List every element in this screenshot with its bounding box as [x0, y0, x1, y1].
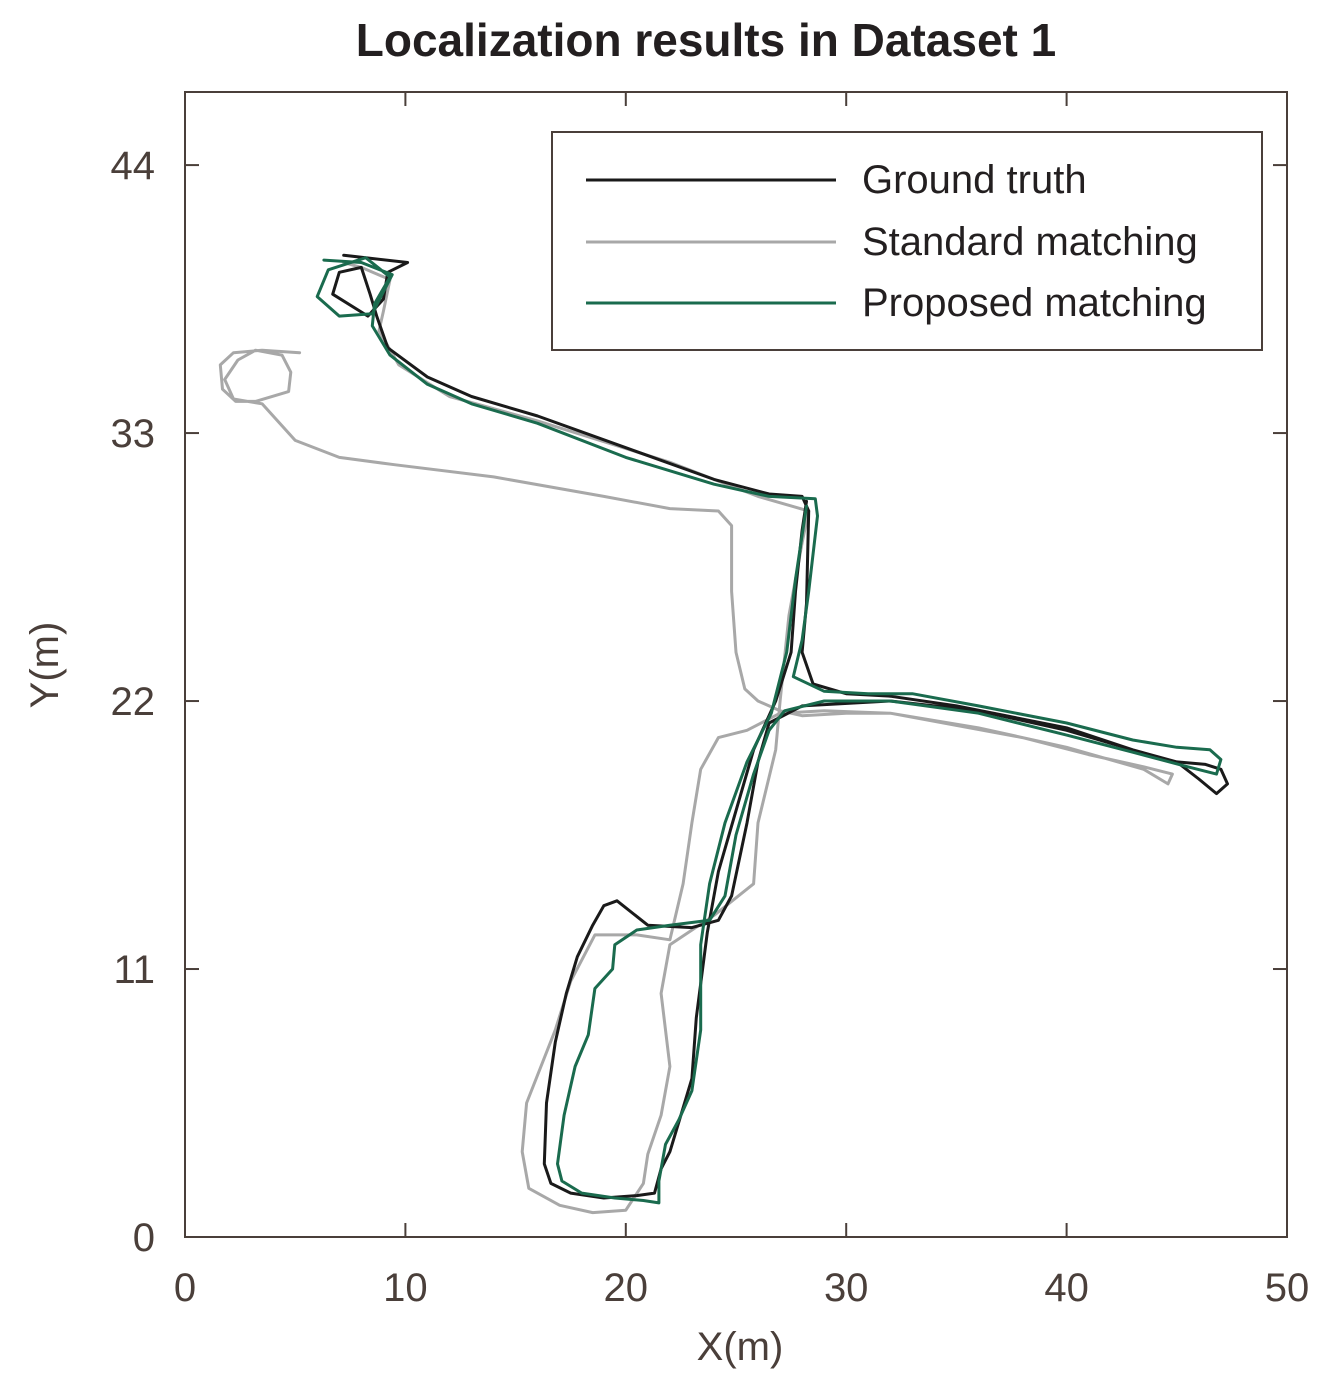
- legend-label-standard-matching: Standard matching: [862, 220, 1198, 264]
- series-line-ground-truth: [331, 253, 1229, 1200]
- series-line-proposed-matching: [315, 256, 1223, 1205]
- x-tick-label: 10: [383, 1266, 428, 1310]
- x-axis-ticks: 0 10 20 30 40 50: [174, 92, 1309, 1310]
- y-tick-label: 33: [111, 412, 156, 456]
- y-tick-label: 22: [111, 680, 156, 724]
- x-tick-label: 40: [1044, 1266, 1089, 1310]
- y-tick-label: 44: [111, 144, 156, 188]
- plot-area-frame: [184, 91, 1288, 1238]
- x-axis-label: X(m): [697, 1325, 784, 1369]
- y-tick-label: 0: [133, 1216, 155, 1260]
- legend-label-ground-truth: Ground truth: [862, 158, 1087, 202]
- y-tick-label: 11: [113, 948, 155, 992]
- x-tick-label: 50: [1265, 1266, 1310, 1310]
- legend: Ground truth Standard matching Proposed …: [551, 131, 1263, 351]
- y-axis-ticks: 0 11 22 33 44: [111, 144, 1287, 1260]
- y-axis-label: Y(m): [23, 622, 67, 709]
- series-line-standard-matching: [218, 261, 1174, 1215]
- series-layer: [218, 253, 1229, 1215]
- x-tick-label: 30: [824, 1266, 869, 1310]
- x-tick-label: 0: [174, 1266, 196, 1310]
- chart-title: Localization results in Dataset 1: [356, 14, 1056, 66]
- legend-label-proposed-matching: Proposed matching: [862, 281, 1207, 325]
- x-tick-label: 20: [604, 1266, 649, 1310]
